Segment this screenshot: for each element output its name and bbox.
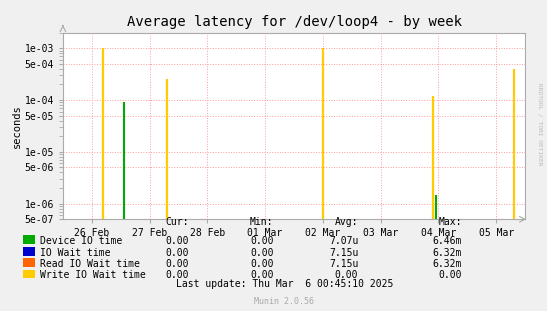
Text: 0.00: 0.00 <box>165 236 189 246</box>
Text: Last update: Thu Mar  6 00:45:10 2025: Last update: Thu Mar 6 00:45:10 2025 <box>176 279 393 289</box>
Text: Cur:: Cur: <box>165 217 189 227</box>
Y-axis label: seconds: seconds <box>11 104 22 148</box>
Text: 0.00: 0.00 <box>165 259 189 269</box>
Text: 0.00: 0.00 <box>439 270 462 280</box>
Text: Read IO Wait time: Read IO Wait time <box>40 259 140 269</box>
Text: 6.46m: 6.46m <box>433 236 462 246</box>
Text: Munin 2.0.56: Munin 2.0.56 <box>254 297 315 306</box>
Text: 7.07u: 7.07u <box>329 236 358 246</box>
Text: 0.00: 0.00 <box>165 270 189 280</box>
Text: Device IO time: Device IO time <box>40 236 122 246</box>
Text: IO Wait time: IO Wait time <box>40 248 110 258</box>
Text: RRDTOOL / TOBI OETIKER: RRDTOOL / TOBI OETIKER <box>538 83 543 166</box>
Text: 0.00: 0.00 <box>250 270 274 280</box>
Text: 0.00: 0.00 <box>250 259 274 269</box>
Text: Avg:: Avg: <box>335 217 358 227</box>
Text: 7.15u: 7.15u <box>329 259 358 269</box>
Text: 0.00: 0.00 <box>335 270 358 280</box>
Text: 7.15u: 7.15u <box>329 248 358 258</box>
Title: Average latency for /dev/loop4 - by week: Average latency for /dev/loop4 - by week <box>126 15 462 29</box>
Text: Write IO Wait time: Write IO Wait time <box>40 270 146 280</box>
Text: 0.00: 0.00 <box>165 248 189 258</box>
Text: Max:: Max: <box>439 217 462 227</box>
Text: 0.00: 0.00 <box>250 248 274 258</box>
Text: 6.32m: 6.32m <box>433 259 462 269</box>
Text: 6.32m: 6.32m <box>433 248 462 258</box>
Text: 0.00: 0.00 <box>250 236 274 246</box>
Text: Min:: Min: <box>250 217 274 227</box>
